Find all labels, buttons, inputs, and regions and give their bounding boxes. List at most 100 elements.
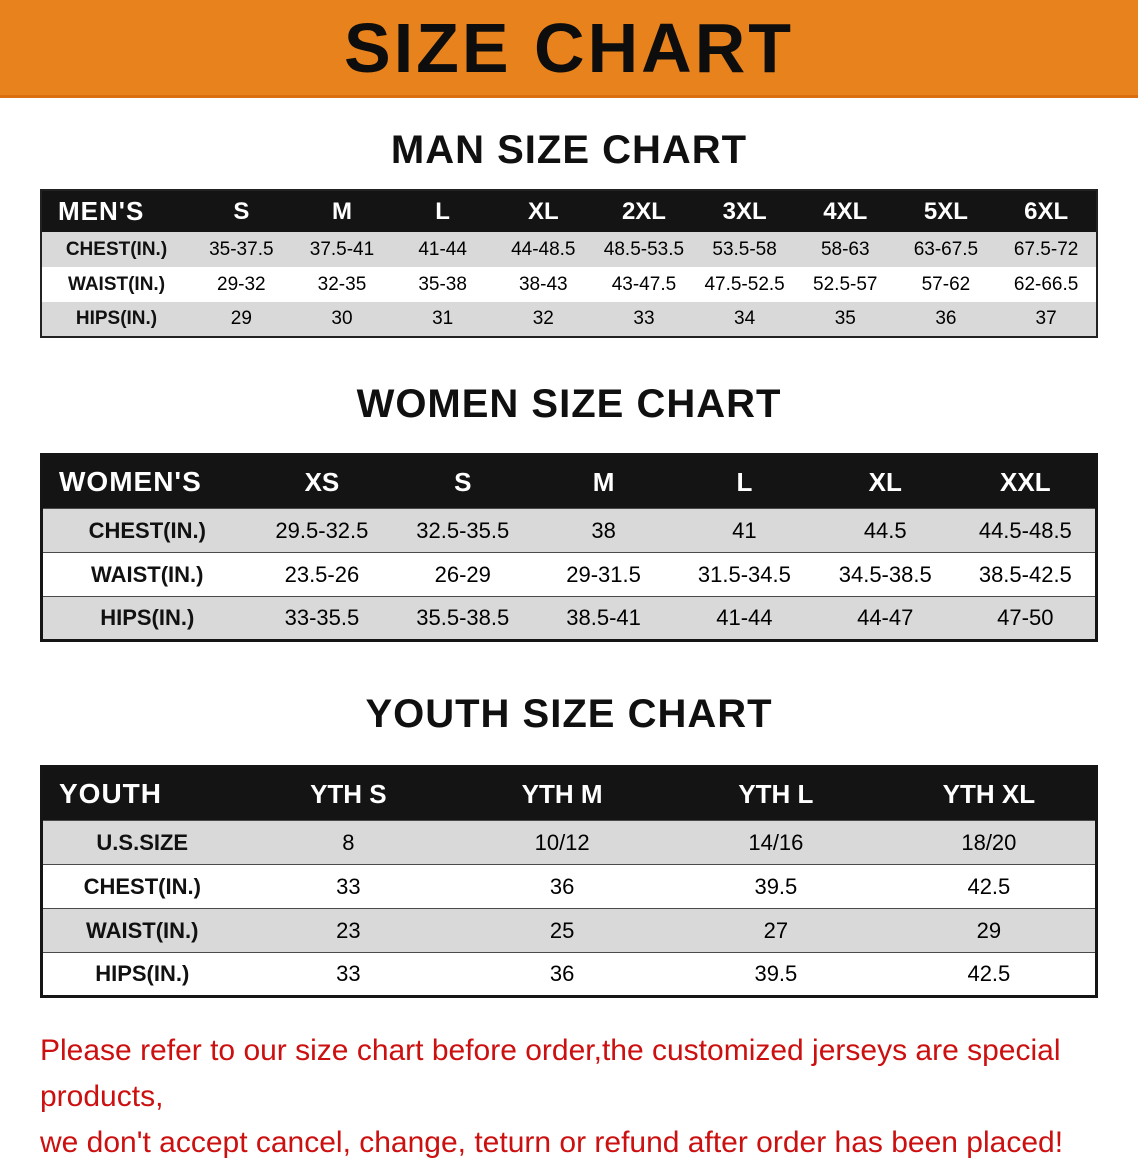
men-value-cell: 38-43 — [518, 273, 568, 295]
men-value-cell: 31 — [432, 308, 454, 329]
men-value-cell: 32-35 — [317, 273, 367, 295]
youth-header-cell: YTH XL — [882, 766, 1097, 821]
men-value-cell: 35-38 — [418, 273, 467, 295]
youth-value-cell: 39.5 — [669, 952, 883, 997]
men-header-cell: M — [291, 190, 393, 232]
women-header-cell: S — [392, 454, 534, 509]
men-value-cell: 29-32 — [217, 273, 266, 295]
men-value-cell: 33 — [633, 308, 655, 329]
size-chart-banner: SIZE CHART — [0, 0, 1138, 98]
men-value-cell: 62-66.5 — [1013, 273, 1079, 295]
men-row: CHEST(IN.) 35-37.5 37.5-41 41-44 44-48.5 48.5… — [41, 232, 1097, 267]
men-header-row: MEN'S S M L XL 2XL 3XL 4XL 5XL 6XL — [41, 190, 1097, 232]
men-header-cell: 3XL — [694, 190, 795, 232]
youth-value-cell: 36 — [455, 952, 669, 997]
men-value-cell: 37 — [1035, 308, 1057, 329]
youth-row-label: U.S.SIZE — [41, 820, 242, 865]
youth-row: WAIST(IN.) 23 25 27 29 — [41, 908, 1097, 953]
disclaimer-line-2: we don't accept cancel, change, teturn o… — [40, 1126, 1064, 1159]
women-value-cell: 41 — [673, 508, 815, 553]
disclaimer-line-1: Please refer to our size chart before or… — [40, 1034, 1061, 1113]
men-header-cell: XL — [492, 190, 594, 232]
women-value-cell: 33-35.5 — [251, 596, 393, 641]
men-value-cell: 57-62 — [921, 273, 971, 295]
youth-value-cell: 29 — [882, 908, 1097, 953]
men-row-label: WAIST(IN.) — [67, 273, 166, 295]
youth-row-label: CHEST(IN.) — [41, 864, 242, 909]
women-value-cell: 38.5-42.5 — [955, 552, 1097, 597]
women-header-cell: XS — [251, 454, 393, 509]
youth-value-cell: 8 — [241, 820, 456, 865]
youth-header-row: YOUTH YTH S YTH M YTH L YTH XL — [41, 766, 1097, 821]
women-value-cell: 29.5-32.5 — [251, 508, 393, 553]
men-value-cell: 37.5-41 — [309, 238, 375, 260]
men-value-cell: 63-67.5 — [913, 238, 979, 260]
youth-row-label: HIPS(IN.) — [41, 952, 242, 997]
men-value-cell: 48.5-53.5 — [603, 238, 685, 260]
women-value-cell: 26-29 — [392, 552, 534, 597]
men-row: WAIST(IN.) 29-32 32-35 35-38 38-43 43-47.5 47.… — [41, 267, 1097, 302]
women-header-cell: L — [673, 454, 815, 509]
women-header-cell: M — [533, 454, 674, 509]
men-value-cell: 67.5-72 — [1013, 238, 1079, 260]
men-value-cell: 32 — [532, 308, 554, 329]
youth-section-heading: YOUTH SIZE CHART — [365, 692, 773, 736]
youth-row: HIPS(IN.) 33 36 39.5 42.5 — [41, 952, 1097, 997]
women-value-cell: 35.5-38.5 — [392, 596, 534, 641]
women-value-cell: 31.5-34.5 — [673, 552, 815, 597]
men-value-cell: 36 — [935, 308, 957, 329]
men-value-cell: 35-37.5 — [209, 238, 274, 260]
women-value-cell: 34.5-38.5 — [814, 552, 956, 597]
men-header-cell: MEN'S — [41, 190, 191, 232]
men-row-label: CHEST(IN.) — [65, 238, 168, 260]
youth-value-cell: 36 — [455, 864, 669, 909]
women-value-cell: 47-50 — [955, 596, 1097, 641]
men-header-cell: 5XL — [895, 190, 997, 232]
youth-value-cell: 27 — [669, 908, 883, 953]
youth-header-cell: YTH S — [241, 766, 456, 821]
women-value-cell: 44.5-48.5 — [955, 508, 1097, 553]
men-row: HIPS(IN.) 29 30 31 32 33 34 35 36 37 — [41, 302, 1097, 337]
women-value-cell: 32.5-35.5 — [392, 508, 534, 553]
men-value-cell: 41-44 — [418, 238, 467, 260]
youth-value-cell: 33 — [241, 952, 456, 997]
women-value-cell: 44.5 — [814, 508, 956, 553]
men-value-cell: 53.5-58 — [712, 238, 777, 260]
men-section-heading: MAN SIZE CHART — [390, 128, 748, 172]
banner-title: SIZE CHART — [344, 8, 794, 87]
women-row-label: HIPS(IN.) — [41, 596, 252, 641]
women-section-heading: WOMEN SIZE CHART — [356, 382, 782, 426]
men-header-cell: 6XL — [996, 190, 1097, 232]
youth-value-cell: 14/16 — [669, 820, 883, 865]
men-value-cell: 35 — [834, 308, 856, 329]
youth-value-cell: 18/20 — [882, 820, 1097, 865]
women-size-table: WOMEN'S XS S M L XL XXL CHEST(IN.) 29.5-32.5 32.5… — [40, 453, 1098, 642]
women-row: HIPS(IN.) 33-35.5 35.5-38.5 38.5-41 41-44 44-… — [41, 596, 1097, 641]
men-header-cell: L — [392, 190, 493, 232]
youth-value-cell: 39.5 — [669, 864, 883, 909]
women-value-cell: 38 — [533, 508, 674, 553]
men-value-cell: 43-47.5 — [611, 273, 677, 295]
women-row: WAIST(IN.) 23.5-26 26-29 29-31.5 31.5-34.5 34… — [41, 552, 1097, 597]
men-value-cell: 47.5-52.5 — [704, 273, 785, 295]
youth-value-cell: 10/12 — [455, 820, 669, 865]
youth-size-table: YOUTH YTH S YTH M YTH L YTH XL U.S.SIZE 8 10/12… — [40, 765, 1098, 998]
youth-value-cell: 25 — [455, 908, 669, 953]
women-value-cell: 44-47 — [814, 596, 956, 641]
men-value-cell: 52.5-57 — [813, 273, 878, 295]
disclaimer: Please refer to our size chart before or… — [40, 1028, 1138, 1166]
youth-value-cell: 42.5 — [882, 952, 1097, 997]
men-row-label: HIPS(IN.) — [75, 308, 158, 329]
youth-value-cell: 23 — [241, 908, 456, 953]
women-header-row: WOMEN'S XS S M L XL XXL — [41, 454, 1097, 509]
women-header-cell: XXL — [955, 454, 1097, 509]
youth-row: U.S.SIZE 8 10/12 14/16 18/20 — [41, 820, 1097, 865]
women-row-label: WAIST(IN.) — [41, 552, 252, 597]
men-value-cell: 44-48.5 — [511, 238, 576, 260]
men-value-cell: 58-63 — [820, 238, 870, 260]
youth-header-cell: YTH L — [669, 766, 883, 821]
youth-value-cell: 42.5 — [882, 864, 1097, 909]
men-header-cell: 2XL — [593, 190, 695, 232]
women-value-cell: 38.5-41 — [533, 596, 674, 641]
men-header-cell: 4XL — [794, 190, 896, 232]
